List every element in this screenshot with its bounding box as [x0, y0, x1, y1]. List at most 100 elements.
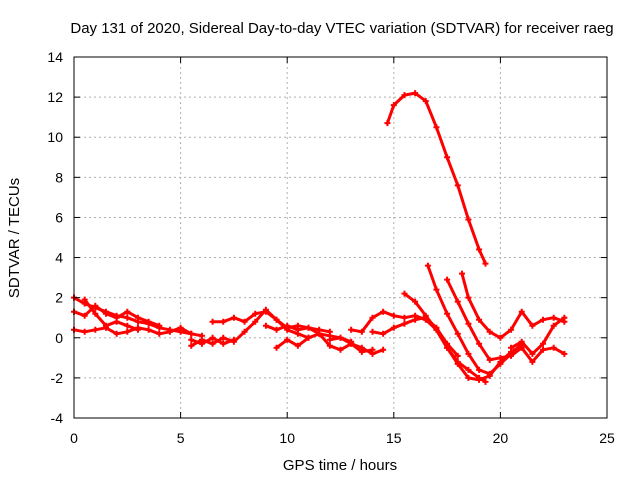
- data-point: [550, 322, 557, 329]
- data-point: [401, 314, 408, 321]
- data-point: [113, 318, 120, 325]
- data-point: [444, 344, 451, 351]
- data-point: [198, 340, 205, 347]
- x-tick-label: 15: [386, 430, 402, 446]
- data-point: [390, 324, 397, 331]
- data-point: [482, 378, 489, 385]
- data-point: [561, 350, 568, 357]
- data-point: [188, 342, 195, 349]
- data-point: [390, 102, 397, 109]
- data-point: [550, 314, 557, 321]
- data-point: [486, 356, 493, 363]
- plot-frame: [73, 56, 608, 419]
- data-point: [326, 342, 333, 349]
- data-point: [476, 246, 483, 253]
- data-point: [284, 322, 291, 329]
- series-arc-o: [444, 276, 568, 365]
- data-point: [459, 270, 466, 277]
- data-point: [369, 350, 376, 357]
- data-point: [92, 302, 99, 309]
- data-point: [454, 352, 461, 359]
- y-tick-label: 8: [55, 169, 63, 185]
- data-point: [252, 310, 259, 317]
- data-point: [412, 316, 419, 323]
- data-point: [262, 308, 269, 315]
- data-point: [518, 344, 525, 351]
- series-arc-r: [384, 90, 489, 267]
- data-point: [81, 328, 88, 335]
- data-point: [124, 322, 131, 329]
- y-tick-label: 6: [55, 209, 63, 225]
- data-point: [444, 154, 451, 161]
- data-point: [486, 328, 493, 335]
- data-point: [465, 294, 472, 301]
- data-point: [102, 322, 109, 329]
- data-point: [433, 286, 440, 293]
- series-arc-f: [188, 334, 237, 347]
- data-point: [305, 334, 312, 341]
- data-point: [476, 340, 483, 347]
- data-point: [177, 324, 184, 331]
- data-point: [156, 330, 163, 337]
- data-point: [273, 344, 280, 351]
- data-point: [262, 322, 269, 329]
- data-point: [384, 120, 391, 127]
- data-point: [482, 260, 489, 267]
- data-point: [369, 328, 376, 335]
- y-tick-label: 0: [55, 330, 63, 346]
- series-arc-d: [81, 296, 141, 333]
- data-point: [412, 298, 419, 305]
- data-point: [145, 318, 152, 325]
- data-point: [422, 312, 429, 319]
- data-point: [444, 310, 451, 317]
- data-point: [529, 322, 536, 329]
- y-tick-label: 2: [55, 290, 63, 306]
- data-point: [220, 318, 227, 325]
- series-line: [403, 292, 524, 382]
- x-tick-label: 5: [177, 430, 185, 446]
- data-point: [273, 316, 280, 323]
- y-tick-label: 12: [47, 89, 63, 105]
- x-tick-label: 0: [70, 430, 78, 446]
- data-point: [241, 328, 248, 335]
- data-point: [390, 312, 397, 319]
- data-point: [465, 366, 472, 373]
- data-point: [476, 366, 483, 373]
- data-point: [412, 90, 419, 97]
- data-point: [550, 344, 557, 351]
- data-point: [241, 318, 248, 325]
- data-point: [380, 330, 387, 337]
- data-point: [113, 330, 120, 337]
- data-point: [497, 354, 504, 361]
- data-point: [380, 308, 387, 315]
- data-point: [134, 314, 141, 321]
- data-point: [305, 324, 312, 331]
- x-axis-label: GPS time / hours: [283, 457, 397, 474]
- data-point: [252, 318, 259, 325]
- data-point: [188, 330, 195, 337]
- data-point: [465, 216, 472, 223]
- data-point: [433, 326, 440, 333]
- data-point: [529, 358, 536, 365]
- axes: 0 5 10 15 20 25 -4 -2 0 2 4 6 8 10 12 14: [47, 49, 615, 446]
- data-point: [348, 326, 355, 333]
- data-point: [166, 328, 173, 335]
- data-point: [401, 290, 408, 297]
- data-point: [454, 330, 461, 337]
- data-point: [518, 308, 525, 315]
- data-point: [156, 322, 163, 329]
- data-point: [220, 340, 227, 347]
- series-line: [509, 316, 566, 356]
- data-point: [433, 124, 440, 131]
- data-point: [401, 320, 408, 327]
- data-point: [529, 350, 536, 357]
- y-axis-label: SDTVAR / TECUs: [6, 178, 23, 298]
- data-point: [337, 334, 344, 341]
- data-point: [424, 262, 431, 269]
- data-point: [348, 340, 355, 347]
- series-arc-j: [326, 334, 387, 357]
- data-point: [337, 346, 344, 353]
- data-point: [220, 334, 227, 341]
- data-point: [294, 326, 301, 333]
- data-point: [454, 182, 461, 189]
